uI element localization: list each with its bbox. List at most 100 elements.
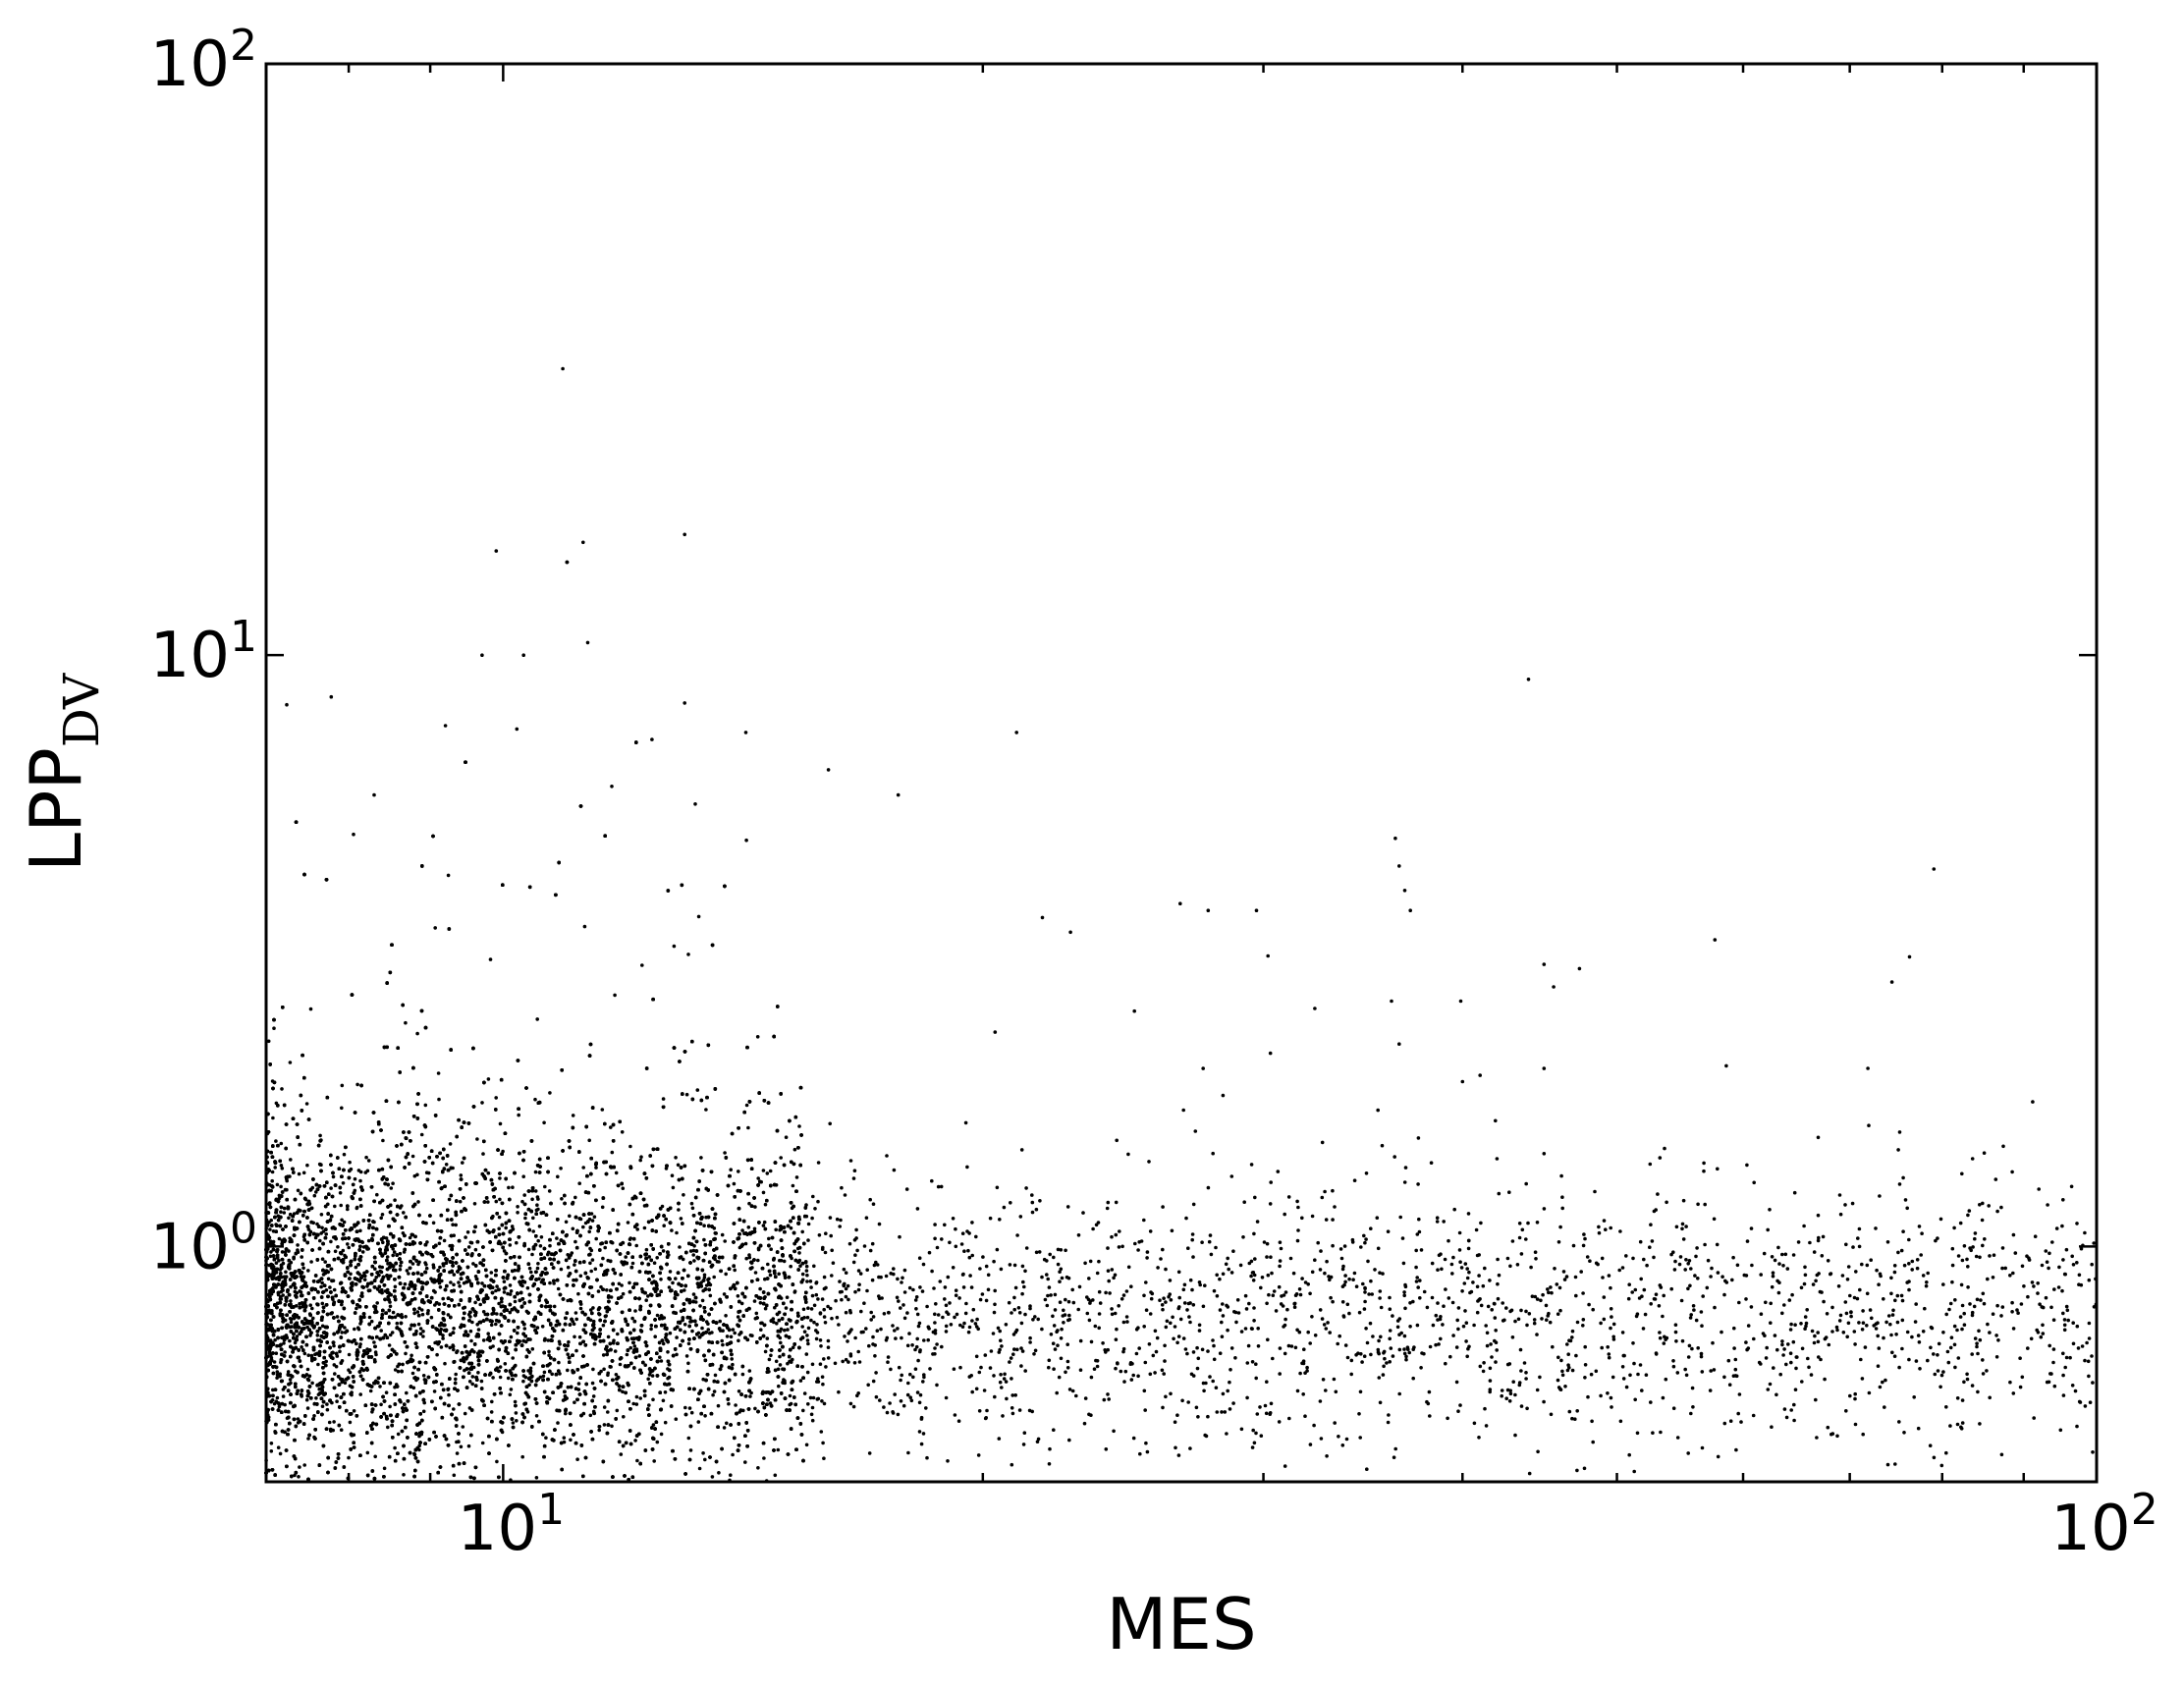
data-point (783, 1328, 787, 1333)
data-point (630, 1261, 635, 1266)
data-point (463, 1368, 466, 1373)
data-point (391, 1310, 396, 1315)
data-point (358, 1178, 362, 1183)
data-point (471, 1262, 475, 1266)
data-point (269, 1449, 274, 1453)
data-point (674, 1417, 679, 1421)
data-point (666, 1350, 670, 1354)
data-point (358, 1392, 363, 1396)
data-point (412, 1311, 416, 1316)
data-point (353, 1327, 356, 1332)
data-point (541, 1374, 546, 1379)
data-point (664, 1167, 669, 1171)
data-point (489, 1410, 494, 1414)
data-point (674, 1156, 678, 1160)
data-point (442, 1238, 447, 1243)
data-point (306, 1269, 310, 1273)
data-point (431, 1221, 436, 1225)
data-point (587, 1138, 591, 1143)
data-point (786, 1328, 790, 1332)
data-point (800, 1229, 804, 1234)
data-point (701, 1377, 705, 1382)
data-point (373, 1267, 377, 1271)
data-point (349, 1272, 353, 1277)
data-point (507, 1185, 511, 1190)
data-point (497, 1301, 501, 1306)
data-point (769, 1247, 773, 1251)
data-point (382, 1466, 387, 1471)
data-point (684, 1092, 689, 1097)
data-point (525, 1285, 530, 1290)
data-point (679, 1217, 683, 1221)
data-point (792, 1147, 797, 1152)
data-point (531, 1216, 535, 1221)
data-point (766, 1262, 770, 1267)
data-point (767, 1236, 771, 1241)
data-point (278, 1372, 283, 1376)
data-point (537, 1277, 541, 1281)
data-point (786, 1361, 790, 1366)
data-point (422, 1400, 427, 1405)
data-point (609, 1295, 614, 1299)
data-point (610, 1150, 615, 1155)
data-point (530, 1252, 534, 1257)
data-point (423, 1261, 427, 1265)
data-point (355, 1082, 359, 1087)
data-point (417, 1434, 421, 1439)
data-point (594, 1236, 598, 1241)
data-point (626, 1221, 630, 1225)
data-point (577, 1181, 581, 1185)
data-point (332, 1363, 337, 1367)
data-point (784, 1135, 789, 1139)
data-point (761, 1224, 766, 1227)
data-point (396, 1369, 401, 1374)
data-point (527, 1383, 531, 1388)
data-point (639, 1155, 643, 1159)
data-point (550, 1372, 554, 1377)
data-point (576, 1382, 581, 1386)
data-point (480, 1281, 484, 1285)
data-point (602, 1405, 607, 1409)
data-point (437, 1097, 441, 1102)
data-point (667, 1375, 672, 1380)
data-point (713, 1257, 717, 1262)
data-point (730, 1357, 734, 1361)
data-point (388, 1333, 393, 1337)
data-point (514, 1411, 519, 1415)
data-point (267, 1350, 272, 1354)
data-point (393, 1368, 398, 1372)
data-point (373, 1307, 378, 1312)
data-point (279, 1164, 284, 1168)
data-point (774, 1359, 779, 1364)
data-point (679, 1309, 683, 1313)
data-point (701, 1451, 705, 1455)
data-point (587, 1229, 591, 1234)
data-point (523, 1216, 527, 1221)
data-point (352, 832, 355, 837)
data-point (306, 1437, 310, 1441)
data-point (699, 1156, 703, 1160)
data-point (617, 1281, 622, 1286)
data-point (710, 1475, 715, 1479)
data-point (473, 1300, 477, 1305)
data-point (586, 1316, 590, 1321)
data-point (379, 1329, 384, 1333)
data-point (469, 1338, 473, 1343)
data-point (440, 1279, 444, 1283)
data-point (616, 1332, 620, 1336)
data-point (795, 1311, 800, 1316)
data-point (452, 1347, 456, 1352)
data-point (312, 1193, 317, 1198)
data-point (663, 1420, 668, 1425)
data-point (591, 1367, 595, 1372)
data-point (708, 1293, 713, 1298)
data-point (369, 1319, 374, 1324)
data-point (498, 1121, 503, 1126)
data-point (655, 1313, 660, 1318)
data-point (380, 1213, 385, 1217)
data-point (295, 1334, 300, 1338)
data-point (801, 1408, 805, 1413)
data-point (463, 1411, 467, 1416)
data-point (606, 1373, 610, 1378)
data-point (569, 1253, 573, 1257)
